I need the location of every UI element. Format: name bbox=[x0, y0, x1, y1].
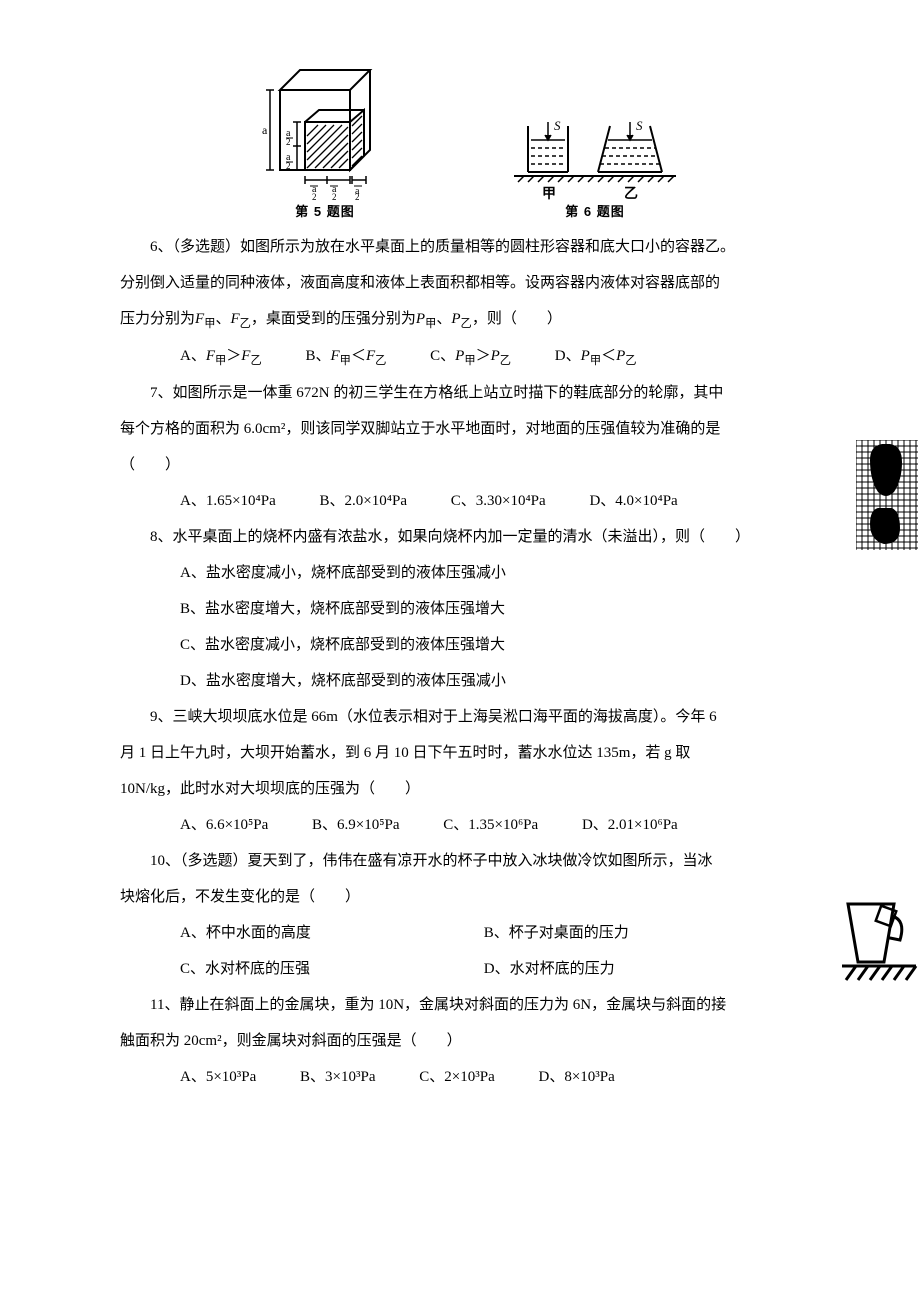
q9-optB: B、6.9×10⁵Pa bbox=[312, 807, 399, 843]
q9-options: A、6.6×10⁵Pa B、6.9×10⁵Pa C、1.35×10⁶Pa D、2… bbox=[120, 807, 840, 843]
q6-t3: ，则（ ） bbox=[472, 311, 562, 327]
q10-stem1: 10、（多选题）夏天到了，伟伟在盛有凉开水的杯子中放入冰块做冷饮如图所示，当冰 bbox=[120, 843, 840, 879]
svg-text:乙: 乙 bbox=[624, 186, 638, 200]
fig-q5: a a 2 a 2 a a 2 2 a 2 第 5 题图 bbox=[260, 60, 390, 221]
q8-stem: 8、水平桌面上的烧杯内盛有浓盐水，如果向烧杯内加一定量的清水（未溢出），则（ ） bbox=[120, 519, 840, 555]
q7-optB: B、2.0×10⁴Pa bbox=[320, 483, 407, 519]
q10-stem2: 块熔化后，不发生变化的是（ ） bbox=[120, 879, 840, 915]
q11-optC: C、2×10³Pa bbox=[419, 1059, 494, 1095]
q10-optD: D、水对杯底的压力 bbox=[484, 951, 615, 987]
q9-optA: A、6.6×10⁵Pa bbox=[180, 807, 268, 843]
fig-q7-shoe bbox=[856, 440, 918, 564]
q10-optB: B、杯子对桌面的压力 bbox=[484, 915, 629, 951]
s-right-label: S bbox=[636, 120, 643, 133]
q9-stem2: 月 1 日上午九时，大坝开始蓄水，到 6 月 10 日下午五时时，蓄水水位达 1… bbox=[120, 735, 840, 771]
q9-stem1: 9、三峡大坝坝底水位是 66m（水位表示相对于上海吴淞口海平面的海拔高度）。今年… bbox=[120, 699, 840, 735]
q8-optD: D、盐水密度增大，烧杯底部受到的液体压强减小 bbox=[120, 663, 840, 699]
q6-stem-line1: 6、（多选题）如图所示为放在水平桌面上的质量相等的圆柱形容器和底大口小的容器乙。 bbox=[120, 229, 840, 265]
q7-stem1: 7、如图所示是一体重 672N 的初三学生在方格纸上站立时描下的鞋底部分的轮廓，… bbox=[120, 375, 840, 411]
q7-optC: C、3.30×10⁴Pa bbox=[451, 483, 546, 519]
q11-optB: B、3×10³Pa bbox=[300, 1059, 375, 1095]
q9-stem3: 10N/kg，此时水对大坝坝底的压强为（ ） bbox=[120, 771, 840, 807]
s-left-label: S bbox=[554, 120, 561, 133]
svg-text:甲: 甲 bbox=[542, 186, 556, 200]
q6-optD: D、P甲＜P乙 bbox=[555, 338, 637, 375]
q7-optD: D、4.0×10⁴Pa bbox=[589, 483, 677, 519]
q6-optA: A、F甲＞F乙 bbox=[180, 338, 262, 375]
q9-optC: C、1.35×10⁶Pa bbox=[443, 807, 538, 843]
svg-text:2: 2 bbox=[312, 192, 317, 200]
q7-stem2: 每个方格的面积为 6.0cm²，则该同学双脚站立于水平地面时，对地面的压强值较为… bbox=[120, 411, 840, 447]
svg-text:2: 2 bbox=[355, 192, 360, 200]
q10-optA: A、杯中水面的高度 bbox=[180, 915, 440, 951]
figures-row: a a 2 a 2 a a 2 2 a 2 第 5 题图 bbox=[260, 60, 840, 221]
q7-optA: A、1.65×10⁴Pa bbox=[180, 483, 276, 519]
q6-options: A、F甲＞F乙 B、F甲＜F乙 C、P甲＞P乙 D、P甲＜P乙 bbox=[120, 338, 840, 375]
fig6-caption: 第 6 题图 bbox=[510, 203, 680, 221]
q6-stem-line2: 分别倒入适量的同种液体，液面高度和液体上表面积都相等。设两容器内液体对容器底部的 bbox=[120, 265, 840, 301]
q11-stem2: 触面积为 20cm²，则金属块对斜面的压强是（ ） bbox=[120, 1023, 840, 1059]
q7-stem3: （ ） bbox=[120, 447, 840, 483]
q11-stem1: 11、静止在斜面上的金属块，重为 10N，金属块对斜面的压力为 6N，金属块与斜… bbox=[120, 987, 840, 1023]
q8-optC: C、盐水密度减小，烧杯底部受到的液体压强增大 bbox=[120, 627, 840, 663]
svg-text:a: a bbox=[262, 123, 268, 137]
q11-options: A、5×10³Pa B、3×10³Pa C、2×10³Pa D、8×10³Pa bbox=[120, 1059, 840, 1095]
q10-optC: C、水对杯底的压强 bbox=[180, 951, 440, 987]
q6-t2: ，桌面受到的压强分别为 bbox=[251, 311, 416, 327]
q6-optB: B、F甲＜F乙 bbox=[305, 338, 386, 375]
q6-stem-line3: 压力分别为F甲、F乙，桌面受到的压强分别为P甲、P乙，则（ ） bbox=[120, 301, 840, 338]
q6-t1: 压力分别为 bbox=[120, 311, 195, 327]
q11-optD: D、8×10³Pa bbox=[538, 1059, 614, 1095]
fig-q6: S S 甲 乙 第 6 题图 bbox=[510, 120, 680, 221]
fig5-caption: 第 5 题图 bbox=[260, 203, 390, 221]
svg-text:2: 2 bbox=[332, 192, 337, 200]
q11-optA: A、5×10³Pa bbox=[180, 1059, 256, 1095]
fig-q10-cup bbox=[840, 900, 918, 999]
q8-optA: A、盐水密度减小，烧杯底部受到的液体压强减小 bbox=[120, 555, 840, 591]
q8-optB: B、盐水密度增大，烧杯底部受到的液体压强增大 bbox=[120, 591, 840, 627]
q10-options-row2: C、水对杯底的压强 D、水对杯底的压力 bbox=[120, 951, 840, 987]
q10-options-row1: A、杯中水面的高度 B、杯子对桌面的压力 bbox=[120, 915, 840, 951]
q7-options: A、1.65×10⁴Pa B、2.0×10⁴Pa C、3.30×10⁴Pa D、… bbox=[120, 483, 840, 519]
q9-optD: D、2.01×10⁶Pa bbox=[582, 807, 678, 843]
q6-optC: C、P甲＞P乙 bbox=[430, 338, 511, 375]
